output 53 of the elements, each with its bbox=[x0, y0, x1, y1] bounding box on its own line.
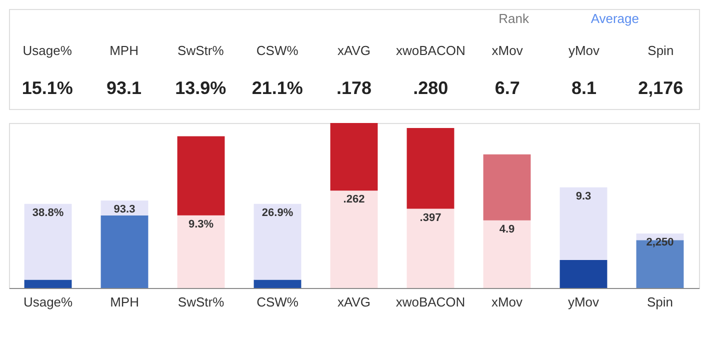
annotation: 93.3 bbox=[114, 204, 136, 216]
x-tick-label: xMov bbox=[492, 43, 524, 58]
text: 93.1 bbox=[106, 78, 142, 98]
bar bbox=[406, 208, 454, 288]
category-label: Spin bbox=[646, 294, 673, 310]
text: 6.7 bbox=[494, 78, 520, 98]
bar bbox=[254, 204, 302, 280]
bar bbox=[560, 187, 608, 260]
annotation: 26.9% bbox=[262, 206, 294, 219]
x-tick-label: MPH bbox=[110, 43, 138, 58]
x-tick-label: Usage% bbox=[22, 43, 72, 58]
category-label: CSW% bbox=[256, 294, 299, 310]
annotation: .397 bbox=[420, 212, 442, 224]
bar bbox=[254, 280, 302, 288]
x-tick-label: CSW% bbox=[256, 43, 299, 58]
annotation: 9.3 bbox=[576, 190, 592, 202]
text: 21.1% bbox=[252, 78, 303, 98]
bar bbox=[100, 215, 148, 288]
annotation: .262 bbox=[343, 194, 365, 206]
text: .178 bbox=[336, 78, 372, 98]
bar bbox=[330, 190, 378, 288]
x-tick-label: xAVG bbox=[338, 43, 370, 58]
text: 15.1% bbox=[22, 78, 73, 98]
bar bbox=[483, 220, 531, 288]
bar bbox=[177, 215, 225, 288]
x-tick-label: SwStr% bbox=[178, 43, 224, 58]
category-label: Usage% bbox=[23, 294, 74, 310]
bar bbox=[330, 123, 378, 191]
category-label: xMov bbox=[491, 294, 524, 310]
text: 8.1 bbox=[571, 78, 597, 98]
category-label: SwStr% bbox=[178, 294, 225, 310]
bar bbox=[483, 154, 531, 220]
category-label: MPH bbox=[110, 294, 139, 310]
x-tick-label: xwoBACON bbox=[396, 43, 466, 58]
text: Rank bbox=[498, 11, 530, 26]
annotation: 4.9 bbox=[499, 223, 515, 236]
bar bbox=[560, 260, 608, 288]
bar bbox=[24, 280, 72, 288]
bar bbox=[24, 204, 72, 280]
category-label: xAVG bbox=[338, 294, 370, 310]
category-label: xwoBACON bbox=[396, 294, 466, 310]
text: Average bbox=[590, 11, 639, 26]
x-tick-label: Spin bbox=[648, 43, 674, 58]
x-tick-label: yMov bbox=[568, 43, 600, 58]
text: 2,176 bbox=[638, 78, 684, 98]
annotation: 38.8% bbox=[32, 206, 64, 219]
annotation: 9.3% bbox=[188, 218, 214, 230]
text: 13.9% bbox=[175, 78, 226, 98]
annotation: 2,250 bbox=[646, 236, 674, 249]
bar bbox=[406, 128, 454, 209]
category-label: yMov bbox=[568, 294, 600, 310]
text: .280 bbox=[413, 78, 448, 98]
bar bbox=[177, 136, 225, 216]
